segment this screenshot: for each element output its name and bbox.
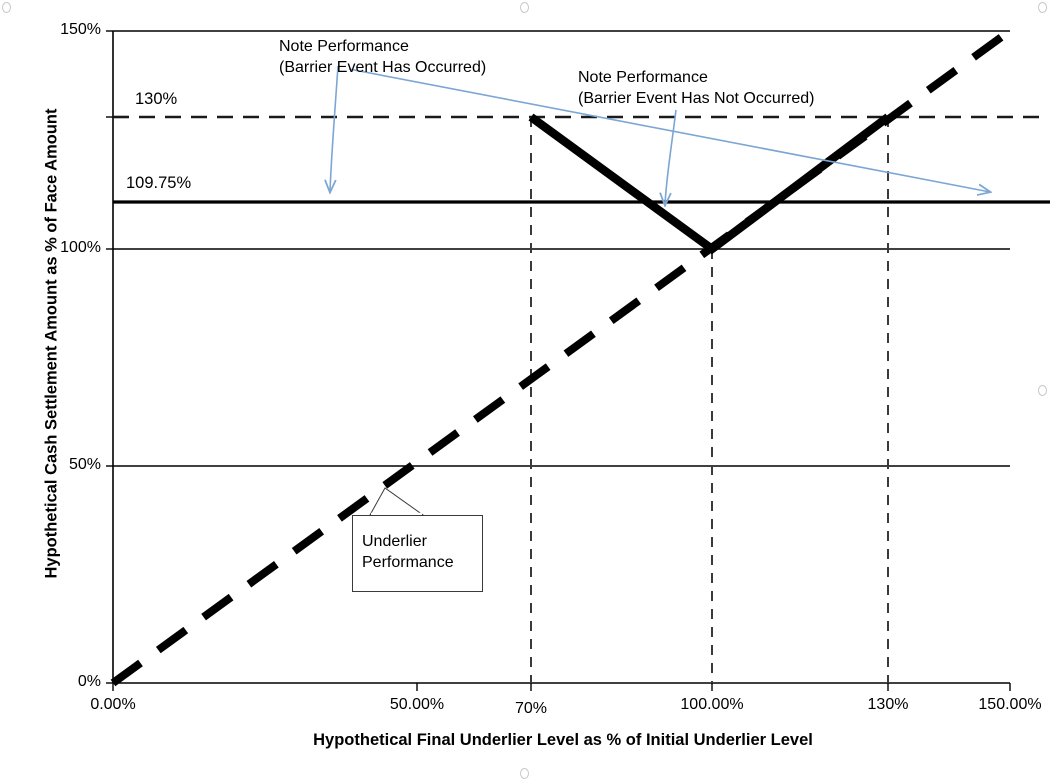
y-axis-title: Hypothetical Cash Settlement Amount as %…	[42, 108, 61, 579]
label-cap-130: 130%	[135, 90, 178, 108]
callout-barrier-not-occurred: Note Performance (Barrier Event Has Not …	[578, 68, 815, 110]
selection-handle-top-right[interactable]	[1038, 2, 1047, 13]
y-tick-label-100: 100%	[60, 239, 101, 256]
label-max-settlement-109-75: 109.75%	[126, 174, 192, 192]
callout-barrier-not-occurred-line1: Note Performance	[578, 69, 708, 86]
callout-arrow-barrier-not-occurred-down	[665, 109, 677, 205]
callout-arrow-barrier-occurred-down	[330, 65, 339, 192]
callout-arrow-barrier-occurred-right	[348, 68, 990, 192]
x-tick-label-0: 0.00%	[90, 696, 136, 713]
callout-underlier-line1: Underlier	[362, 533, 427, 550]
callout-barrier-occurred-line2: (Barrier Event Has Occurred)	[279, 58, 487, 76]
selection-handle-bottom-center[interactable]	[520, 768, 529, 779]
x-tick-label-150: 150.00%	[978, 696, 1042, 713]
y-tick-label-150: 150%	[60, 21, 101, 38]
callout-underlier-text: Underlier Performance	[362, 531, 454, 573]
x-tick-label-70: 70%	[514, 700, 548, 717]
selection-handle-middle-right[interactable]	[1038, 385, 1047, 396]
selection-handle-top-left[interactable]	[2, 2, 11, 13]
callout-barrier-not-occurred-line2: (Barrier Event Has Not Occurred)	[578, 89, 815, 107]
callout-barrier-occurred-line1: Note Performance	[279, 38, 409, 55]
x-tick-label-50: 50.00%	[389, 696, 445, 713]
x-tick-label-100: 100.00%	[680, 696, 744, 713]
x-axis-title: Hypothetical Final Underlier Level as % …	[313, 731, 813, 749]
callout-underlier-line2: Performance	[362, 554, 454, 572]
callout-underlier-box	[352, 515, 483, 592]
y-tick-label-50: 50%	[68, 456, 101, 473]
selection-handle-top-center[interactable]	[520, 2, 529, 13]
y-tick-label-0: 0%	[77, 673, 101, 690]
x-tick-label-130: 130%	[867, 696, 909, 713]
callout-barrier-occurred: Note Performance (Barrier Event Has Occu…	[279, 37, 486, 79]
